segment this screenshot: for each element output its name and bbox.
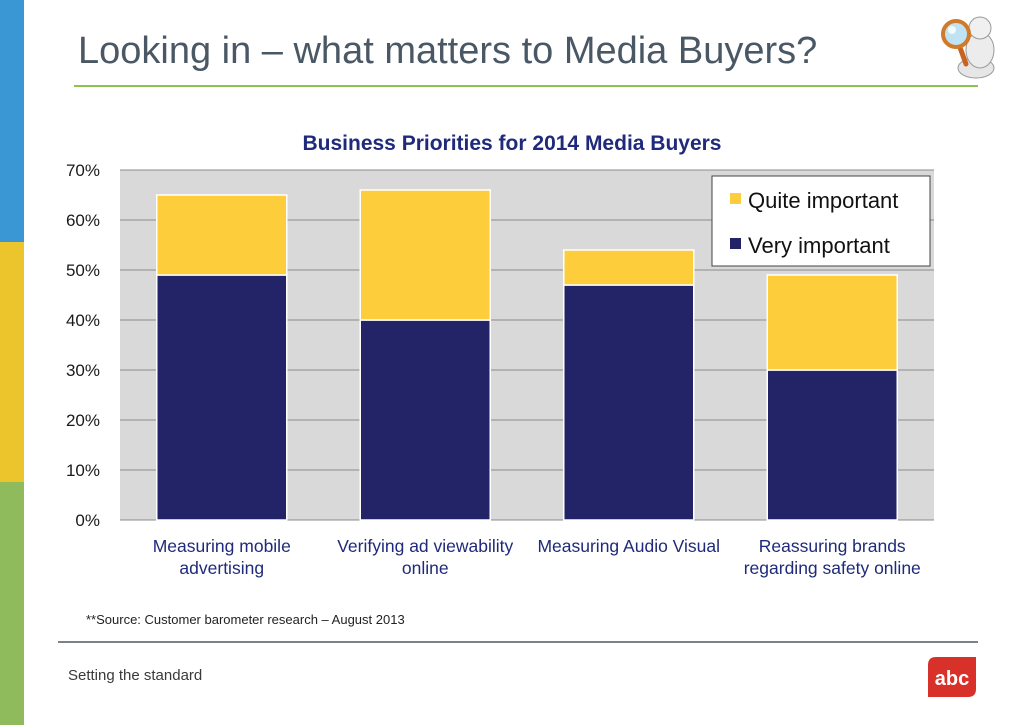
legend-label: Very important bbox=[748, 233, 890, 258]
footer-divider bbox=[58, 641, 978, 643]
legend-swatch bbox=[730, 238, 741, 249]
x-tick-label: Measuring Audio Visual bbox=[537, 536, 720, 556]
title-divider bbox=[74, 85, 978, 87]
tagline: Setting the standard bbox=[68, 667, 203, 684]
slide-title: Looking in – what matters to Media Buyer… bbox=[78, 30, 818, 72]
bar-quite-important bbox=[156, 194, 288, 276]
side-strip-green bbox=[0, 482, 24, 725]
side-strip-blue bbox=[0, 0, 24, 242]
x-tick-label: advertising bbox=[179, 558, 264, 578]
legend-label: Quite important bbox=[748, 188, 898, 213]
x-tick-label: Verifying ad viewability bbox=[337, 536, 513, 556]
x-tick-label: Measuring mobile bbox=[153, 536, 291, 556]
y-tick-label: 30% bbox=[66, 361, 100, 380]
bar-quite-important bbox=[563, 249, 695, 286]
y-tick-label: 60% bbox=[66, 211, 100, 230]
abc-logo-icon: abc bbox=[928, 657, 976, 697]
logo-text: abc bbox=[935, 668, 969, 690]
chart-area: Business Priorities for 2014 Media Buyer… bbox=[58, 112, 966, 592]
bar-quite-important bbox=[766, 274, 898, 371]
y-tick-label: 0% bbox=[75, 511, 100, 530]
chart-title: Business Priorities for 2014 Media Buyer… bbox=[302, 132, 721, 155]
legend-swatch bbox=[730, 193, 741, 204]
y-tick-label: 40% bbox=[66, 311, 100, 330]
x-tick-label: Reassuring brands bbox=[759, 536, 906, 556]
side-strip-yellow bbox=[0, 242, 24, 482]
bar-very-important bbox=[156, 274, 288, 521]
legend-box bbox=[711, 175, 931, 267]
y-tick-label: 70% bbox=[66, 161, 100, 180]
y-tick-label: 10% bbox=[66, 461, 100, 480]
y-tick-label: 20% bbox=[66, 411, 100, 430]
bar-very-important bbox=[359, 319, 491, 521]
x-tick-label: online bbox=[402, 558, 449, 578]
bar-very-important bbox=[563, 284, 695, 521]
source-note: **Source: Customer barometer research – … bbox=[86, 612, 405, 627]
stacked-bar-chart: Business Priorities for 2014 Media Buyer… bbox=[66, 132, 934, 578]
magnifier-mascot-icon bbox=[941, 16, 995, 79]
y-tick-label: 50% bbox=[66, 261, 100, 280]
bar-quite-important bbox=[359, 189, 491, 321]
bar-very-important bbox=[766, 369, 898, 521]
x-tick-label: regarding safety online bbox=[744, 558, 921, 578]
